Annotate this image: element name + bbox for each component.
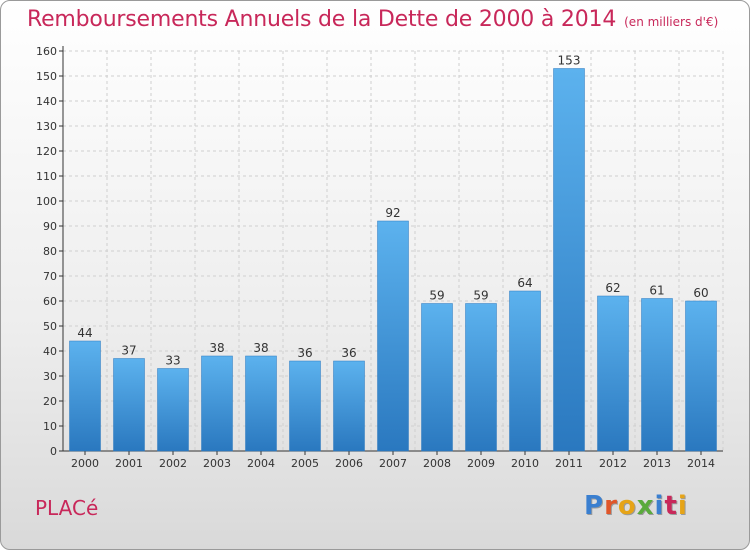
data-label: 59	[473, 289, 488, 303]
proxiti-logo: Proxiti	[584, 491, 688, 521]
bar	[465, 303, 497, 452]
x-tick-label: 2002	[159, 457, 187, 470]
logo-letter: t	[664, 491, 678, 521]
x-tick-label: 2006	[335, 457, 363, 470]
bar	[113, 358, 145, 452]
x-tick-label: 2014	[687, 457, 715, 470]
y-tick-label: 30	[43, 370, 57, 383]
y-tick-label: 140	[36, 95, 57, 108]
logo-letter: P	[584, 491, 605, 521]
bar	[553, 68, 585, 452]
x-tick-label: 2008	[423, 457, 451, 470]
x-tick-label: 2012	[599, 457, 627, 470]
y-tick-label: 10	[43, 420, 57, 433]
bar	[421, 303, 453, 452]
bar	[245, 355, 277, 452]
bar	[377, 220, 409, 452]
bars	[69, 68, 717, 452]
x-tick-label: 2001	[115, 457, 143, 470]
y-tick-label: 20	[43, 395, 57, 408]
data-label: 38	[253, 341, 268, 355]
y-tick-label: 0	[50, 445, 57, 458]
data-label: 60	[693, 286, 708, 300]
x-tick-label: 2007	[379, 457, 407, 470]
logo-letter: i	[677, 491, 688, 521]
logo-letter: r	[604, 491, 618, 521]
logo-letter: i	[654, 491, 665, 521]
bar	[641, 298, 673, 452]
y-tick-label: 80	[43, 245, 57, 258]
x-tick-label: 2013	[643, 457, 671, 470]
y-tick-label: 70	[43, 270, 57, 283]
bar	[289, 360, 321, 452]
title-text: Remboursements Annuels de la Dette de 20…	[27, 7, 617, 32]
y-tick-label: 150	[36, 70, 57, 83]
x-tick-label: 2011	[555, 457, 583, 470]
x-tick-label: 2004	[247, 457, 275, 470]
data-label: 64	[517, 276, 532, 290]
bar	[201, 355, 233, 452]
bar	[333, 360, 365, 452]
y-tick-label: 110	[36, 170, 57, 183]
logo-letter: x	[636, 491, 655, 521]
data-label: 62	[605, 281, 620, 295]
chart-title: Remboursements Annuels de la Dette de 20…	[27, 7, 718, 32]
y-tick-label: 60	[43, 295, 57, 308]
y-tick-label: 160	[36, 45, 57, 58]
bar	[685, 300, 717, 452]
y-tick-label: 40	[43, 345, 57, 358]
x-tick-label: 2003	[203, 457, 231, 470]
bar	[509, 290, 541, 452]
data-label: 153	[558, 54, 581, 68]
logo-letter: o	[617, 491, 637, 521]
bar	[69, 340, 101, 452]
x-tick-label: 2010	[511, 457, 539, 470]
x-tick-label: 2005	[291, 457, 319, 470]
chart-subtitle: (en milliers d'€)	[624, 15, 719, 29]
x-tick-label: 2000	[71, 457, 99, 470]
bar	[597, 295, 629, 452]
y-tick-label: 100	[36, 195, 57, 208]
data-label: 36	[297, 346, 312, 360]
data-label: 61	[649, 284, 664, 298]
data-label: 92	[385, 206, 400, 220]
data-label: 44	[77, 326, 92, 340]
bar	[157, 368, 189, 452]
data-label: 59	[429, 289, 444, 303]
data-label: 38	[209, 341, 224, 355]
commune-name: PLACé	[35, 496, 99, 520]
y-tick-label: 50	[43, 320, 57, 333]
data-labels: 44 37 33 38 38 36 36 92 59 59 64 153 62 61 60	[77, 54, 708, 368]
data-label: 36	[341, 346, 356, 360]
y-tick-label: 130	[36, 120, 57, 133]
data-label: 37	[121, 344, 136, 358]
y-tick-label: 120	[36, 145, 57, 158]
y-tick-label: 90	[43, 220, 57, 233]
data-label: 33	[165, 354, 180, 368]
x-tick-label: 2009	[467, 457, 495, 470]
